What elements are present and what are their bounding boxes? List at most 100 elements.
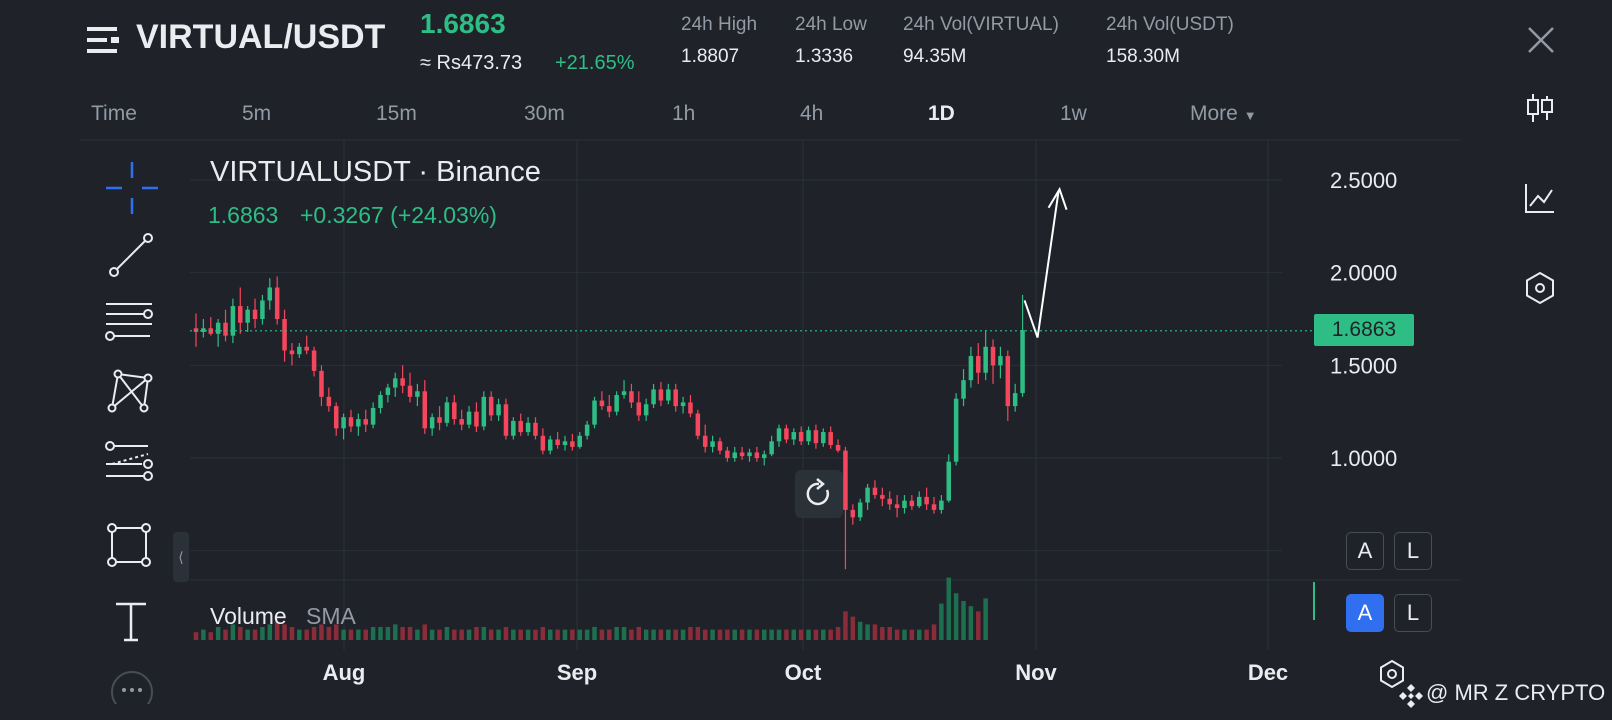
watermark-text: @ MR Z CRYPTO (1426, 680, 1606, 705)
chart-last: 1.6863 (208, 202, 279, 228)
candle-body (385, 387, 391, 395)
indicator-icon[interactable] (1520, 178, 1560, 218)
pattern-icon[interactable] (104, 364, 160, 420)
candle-body (621, 391, 627, 395)
volume-bar (252, 629, 258, 640)
screenshot-settings-icon[interactable] (1376, 658, 1408, 695)
volume-bar (806, 629, 811, 640)
volume-bar (791, 629, 797, 640)
tab-30m[interactable]: 30m (524, 102, 565, 125)
auto-scale-button-price[interactable]: A (1346, 532, 1384, 570)
candle-body (348, 417, 354, 427)
volume-label: Volume (210, 603, 287, 629)
candle-body (518, 420, 523, 433)
candle-body (238, 306, 243, 323)
menu-icon[interactable] (87, 26, 121, 54)
fib-icon[interactable] (104, 440, 160, 496)
auto-scale-button-volume[interactable]: A (1346, 594, 1384, 632)
candle-body (865, 487, 870, 503)
candle-body (201, 328, 206, 332)
volume-bar (481, 627, 487, 640)
volume-bar (584, 629, 590, 640)
collapse-toolbar-button[interactable]: ⟨ (173, 532, 189, 582)
candle-body (813, 430, 819, 444)
volume-bar (282, 624, 287, 640)
volume-bar (931, 624, 937, 640)
y-tick-label: 2.5000 (1330, 168, 1397, 193)
volume-bar (245, 629, 250, 640)
volume-bar (629, 629, 634, 640)
candle-body (924, 496, 929, 505)
caret-down-icon: ▼ (1243, 108, 1257, 123)
tab-4h[interactable]: 4h (800, 102, 824, 125)
candle-type-icon[interactable] (1520, 88, 1560, 128)
candle-body (902, 500, 907, 509)
tab-1w[interactable]: 1w (1060, 102, 1087, 125)
drawn-arrow (1023, 190, 1060, 338)
candle-body (363, 419, 368, 425)
close-icon[interactable] (1525, 24, 1557, 56)
volume-bar (201, 629, 206, 640)
volume-bar (953, 593, 959, 640)
candle-body (474, 411, 479, 427)
candle-body (754, 452, 760, 458)
candle-body (341, 417, 346, 429)
volume-bar (680, 629, 686, 640)
volume-bar (784, 629, 789, 640)
candle-body (429, 417, 435, 429)
volume-bar (525, 629, 531, 640)
volume-bar (326, 627, 332, 640)
tab-more[interactable]: More ▼ (1190, 102, 1257, 126)
volume-bar (821, 629, 826, 640)
candle-body (784, 428, 789, 440)
candle-body (311, 350, 317, 371)
trendline-icon[interactable] (104, 228, 160, 284)
candle-body (983, 346, 988, 373)
candle-body (629, 391, 634, 403)
y-tick-label: 1.5000 (1330, 353, 1397, 378)
candle-body (547, 439, 553, 451)
volume-bar (444, 627, 450, 640)
crosshair-icon[interactable] (104, 160, 160, 216)
candle-body (710, 441, 715, 447)
volume-bar (555, 629, 560, 640)
x-tick-label: Oct (785, 660, 822, 685)
candle-body (857, 502, 863, 518)
volume-bar (909, 629, 915, 640)
tab-5m[interactable]: 5m (242, 102, 272, 125)
candle-body (333, 406, 339, 429)
candle-body (452, 402, 457, 420)
volume-bar (547, 629, 553, 640)
candle-body (533, 422, 538, 436)
volume-bar (562, 629, 568, 640)
pair-title[interactable]: VIRTUAL/USDT (136, 18, 386, 56)
candle-body (584, 424, 590, 436)
volume-bar (658, 629, 664, 640)
candle-body (931, 504, 937, 510)
tab-1h[interactable]: 1h (672, 102, 696, 125)
candle-body (976, 356, 981, 373)
more-tools-icon[interactable] (104, 664, 160, 713)
candle-body (702, 435, 708, 447)
settings-icon[interactable] (1520, 268, 1560, 308)
candle-body (481, 396, 487, 427)
tab-15m[interactable]: 15m (376, 102, 417, 125)
candle-body (968, 356, 974, 381)
volume-bar (976, 611, 981, 640)
horizontal-lines-icon[interactable] (104, 296, 160, 352)
reset-view-button[interactable] (795, 470, 843, 518)
log-scale-button-price[interactable]: L (1394, 532, 1432, 570)
text-tool-icon[interactable] (104, 596, 160, 652)
candle-body (880, 495, 885, 499)
rectangle-icon[interactable] (104, 520, 160, 576)
log-scale-button-volume[interactable]: L (1394, 594, 1432, 632)
volume-bar (813, 629, 819, 640)
volume-bar (518, 629, 523, 640)
candle-body (540, 435, 546, 451)
candle-body (732, 452, 737, 458)
candle-body (658, 389, 664, 401)
candle-body (230, 306, 236, 336)
tab-time[interactable]: Time (91, 102, 137, 125)
tab-1d[interactable]: 1D (928, 102, 955, 125)
